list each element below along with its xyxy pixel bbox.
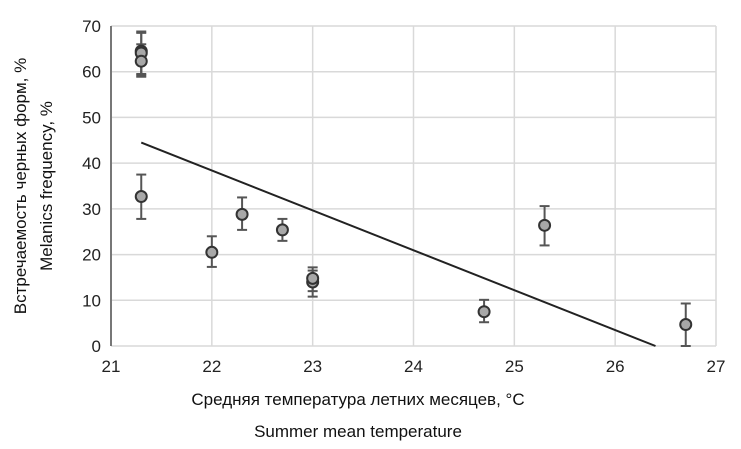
data-point bbox=[477, 305, 491, 319]
data-point bbox=[205, 245, 219, 259]
data-point bbox=[538, 218, 552, 232]
y-tick-label: 0 bbox=[92, 337, 101, 356]
data-point bbox=[134, 190, 148, 204]
x-tick-label: 25 bbox=[505, 357, 524, 376]
data-point bbox=[306, 271, 320, 285]
y-tick-label: 10 bbox=[82, 291, 101, 310]
x-tick-label: 27 bbox=[707, 357, 726, 376]
y-tick-label: 30 bbox=[82, 200, 101, 219]
x-tick-label: 26 bbox=[606, 357, 625, 376]
y-tick-label: 70 bbox=[82, 17, 101, 36]
y-tick-label: 40 bbox=[82, 154, 101, 173]
trendline bbox=[140, 141, 656, 347]
y-axis-label: Встречаемость черных форм, % bbox=[11, 58, 30, 315]
y-tick-label: 20 bbox=[82, 246, 101, 265]
data-point bbox=[235, 207, 249, 221]
x-tick-label: 24 bbox=[404, 357, 423, 376]
x-axis-label: Средняя температура летних месяцев, °C bbox=[191, 390, 524, 409]
x-tick-label: 23 bbox=[303, 357, 322, 376]
x-axis-label-en: Summer mean temperature bbox=[254, 422, 462, 441]
data-point bbox=[679, 318, 693, 332]
data-point bbox=[134, 54, 148, 68]
x-tick-label: 21 bbox=[102, 357, 121, 376]
data-point bbox=[275, 223, 289, 237]
x-tick-label: 22 bbox=[202, 357, 221, 376]
y-tick-label: 60 bbox=[82, 63, 101, 82]
y-axis-label-en: Melanics frequency, % bbox=[37, 101, 56, 271]
y-tick-label: 50 bbox=[82, 108, 101, 127]
